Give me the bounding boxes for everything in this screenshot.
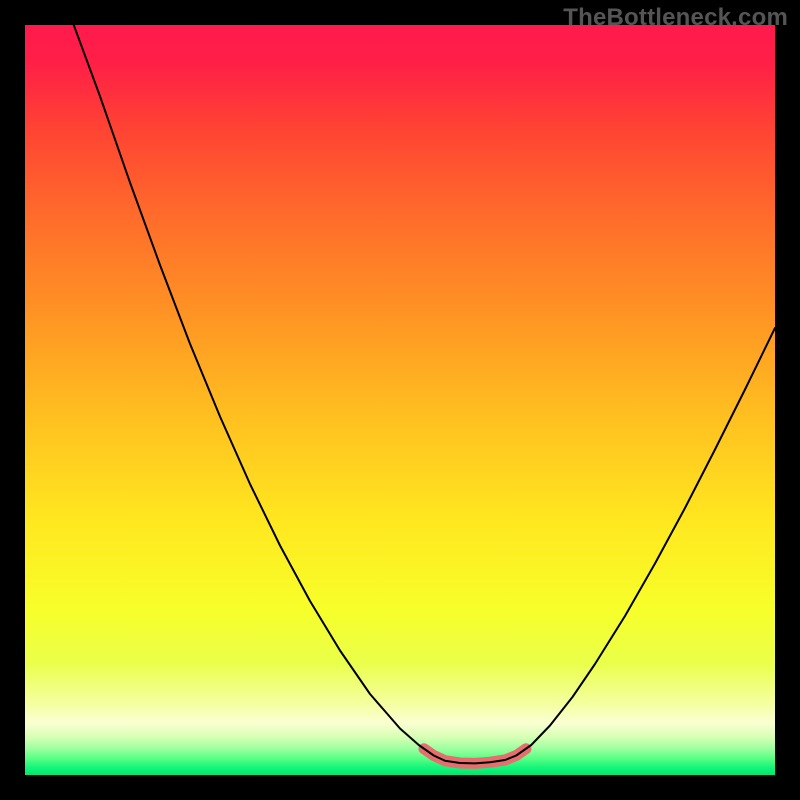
chart-svg (0, 0, 800, 800)
watermark-text: TheBottleneck.com (563, 4, 788, 32)
chart-stage: TheBottleneck.com (0, 0, 800, 800)
